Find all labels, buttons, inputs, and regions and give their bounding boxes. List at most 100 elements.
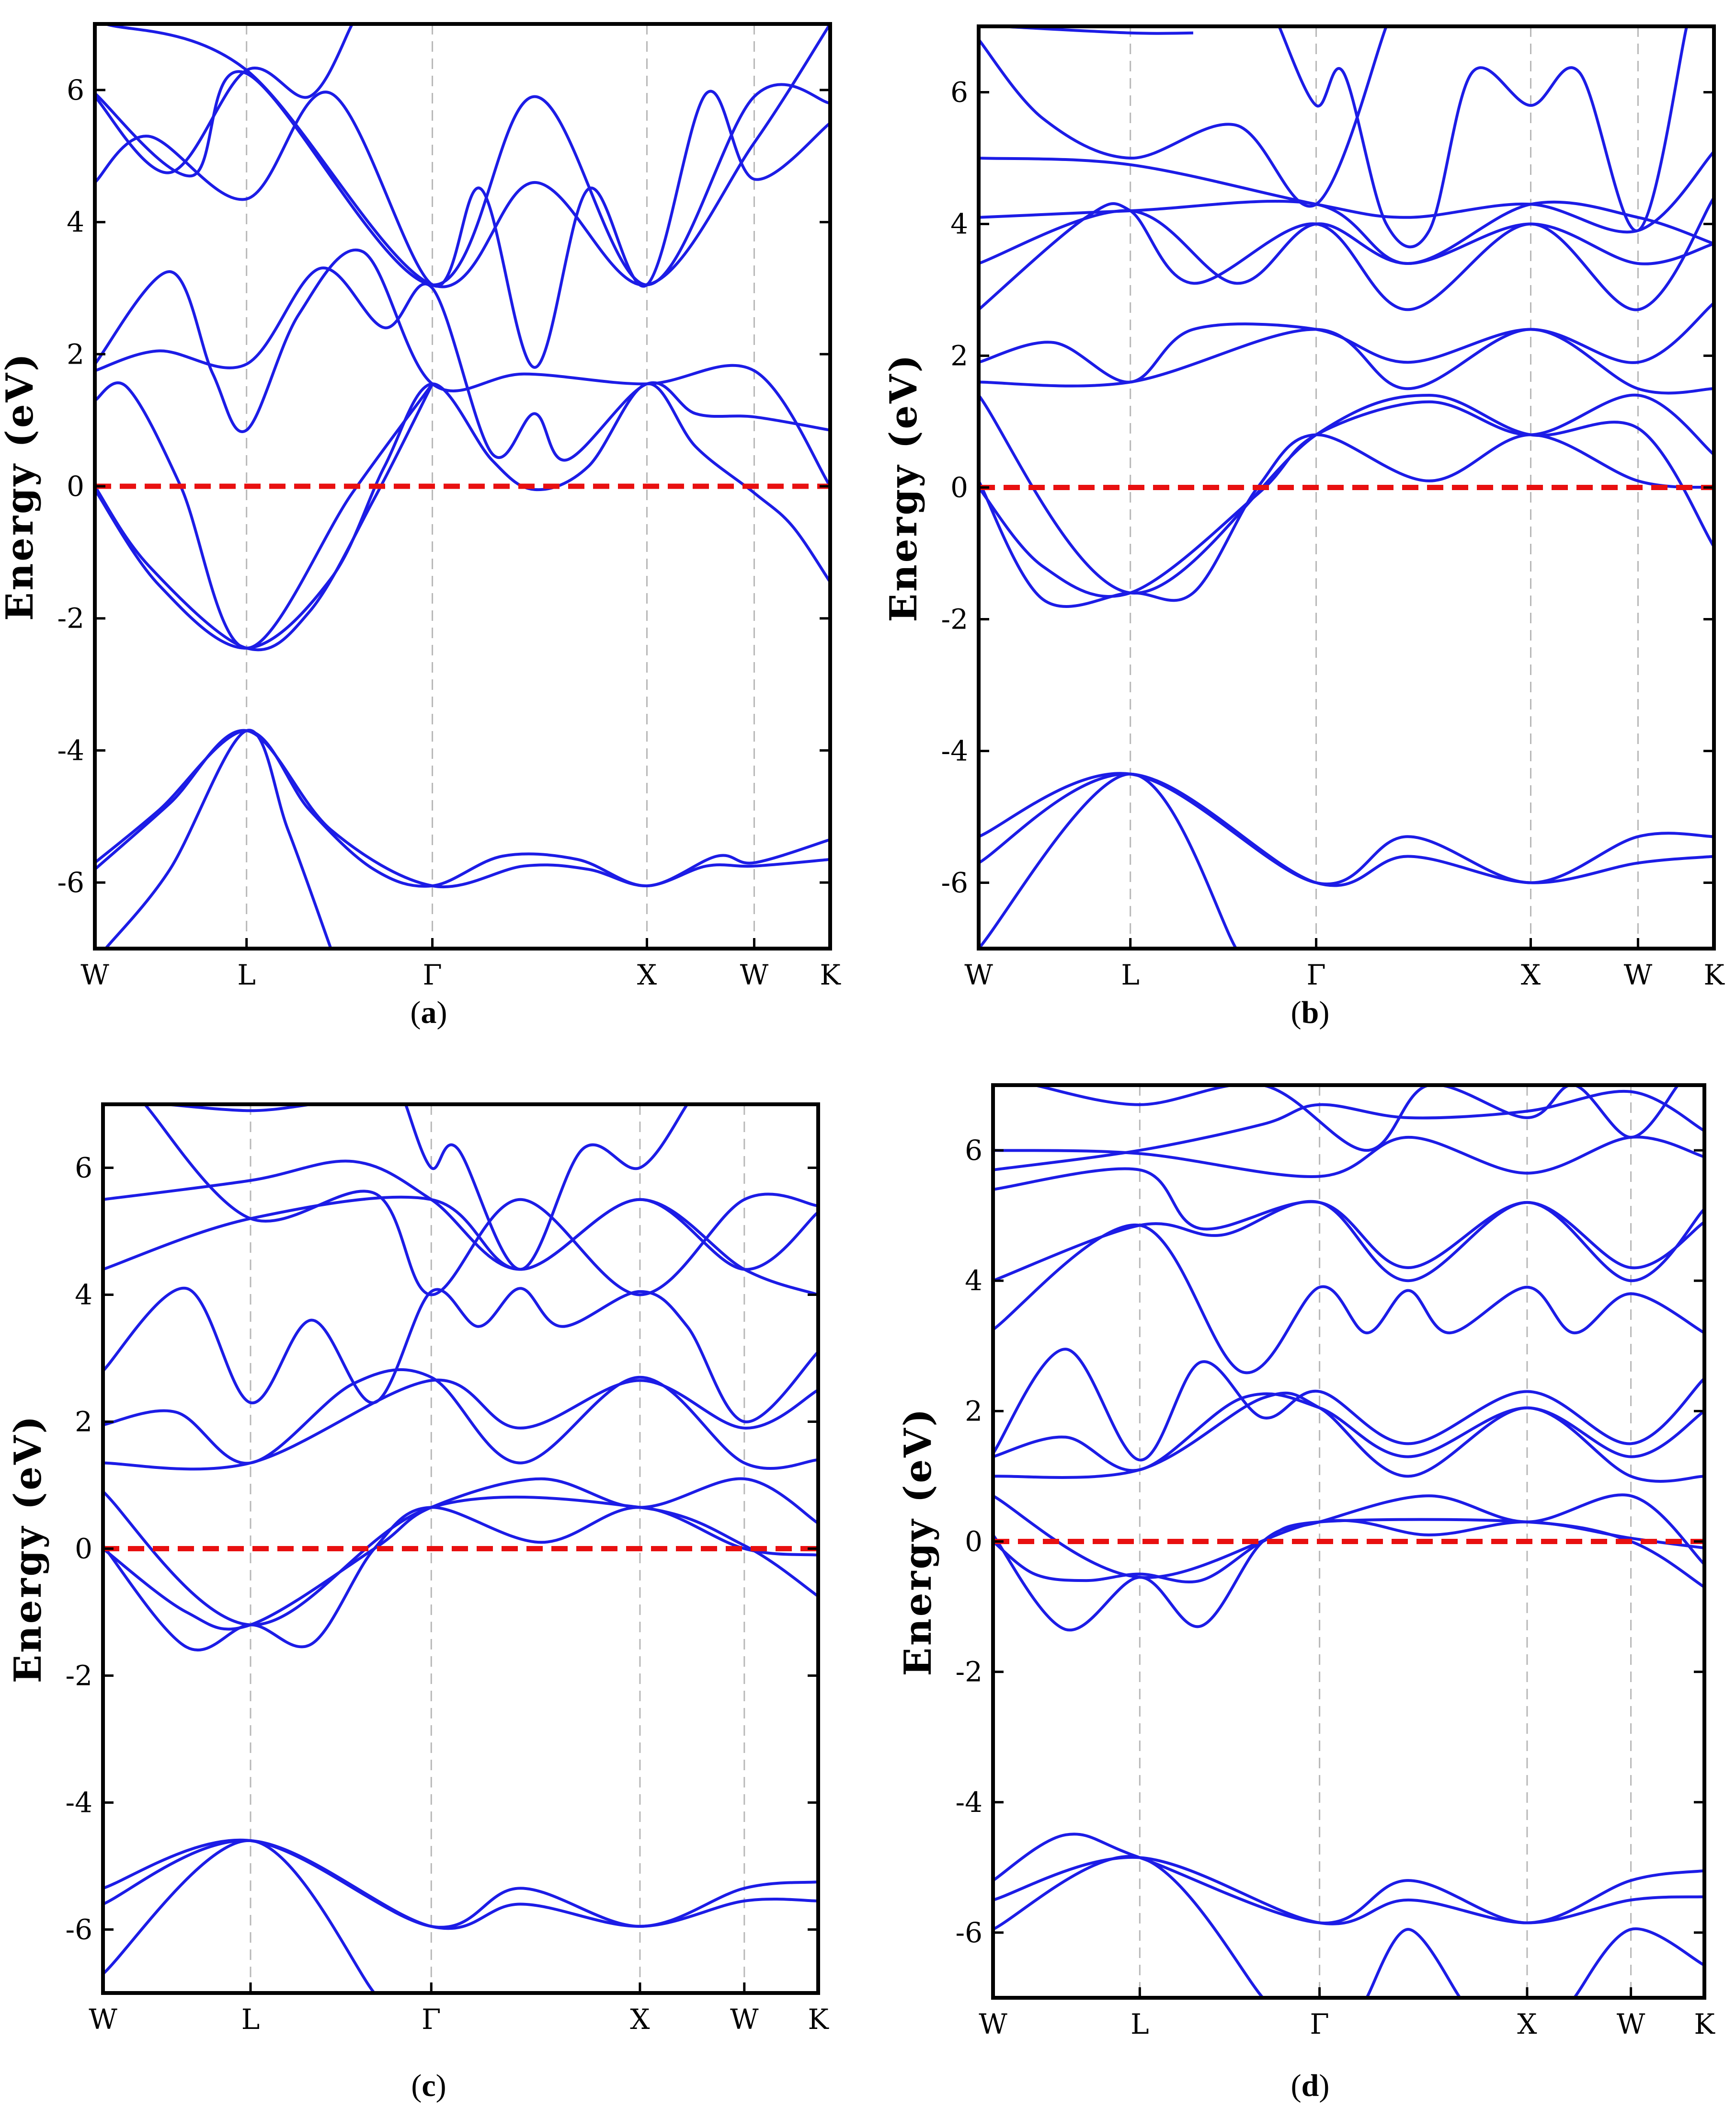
band-line-band6	[979, 394, 1714, 595]
panel-caption: (d)	[1291, 2068, 1330, 2103]
ytick-label: -4	[57, 734, 85, 767]
xtick-label: Γ	[422, 2003, 441, 2036]
ytick-label: 0	[965, 1525, 982, 1558]
band-line-band8	[993, 1494, 1704, 1579]
band-line-band12	[993, 1223, 1704, 1374]
panel-caption: (a)	[411, 995, 447, 1030]
xtick-label: W	[1617, 2008, 1645, 2040]
ytick-label: 2	[950, 340, 968, 372]
panel-c: -6 -4 -2 0 2 4 6 W L Γ X W K Energy (eV) (c)	[6, 1102, 829, 2103]
band-line-band14	[404, 1104, 689, 1271]
band-line-band2	[993, 1856, 1704, 1925]
band-line-band9	[103, 1287, 818, 1423]
xtick-label: W	[979, 2008, 1007, 2040]
ylabel: Energy (eV)	[882, 353, 925, 622]
ylabel: Energy (eV)	[0, 352, 42, 621]
ytick-label: -4	[956, 1786, 983, 1819]
ytick-label: 4	[67, 206, 84, 239]
band-line-band8	[103, 1378, 818, 1471]
band-line-band14	[993, 1167, 1704, 1270]
ytick-label: 4	[950, 208, 968, 241]
band-line-band5	[1573, 1927, 1704, 1998]
xtick-label: K	[808, 2003, 829, 2036]
band-line-band6	[993, 1518, 1704, 1589]
panel-a: -6 -4 -2 0 2 4 6 W L Γ X W K Energy (eV) (a)	[0, 22, 841, 1030]
bands	[979, 26, 1714, 949]
band-line-band12	[143, 1104, 818, 1296]
band-line-band13	[979, 26, 1388, 208]
ytick-label: -6	[57, 866, 85, 899]
ytick-label: 2	[67, 338, 84, 370]
band-line-band3	[979, 772, 1238, 949]
xtick-label: Γ	[1310, 2008, 1329, 2040]
ytick-label: 4	[965, 1264, 982, 1297]
ytick-label: -6	[941, 867, 969, 899]
band-line-band9	[993, 1391, 1704, 1483]
band-line-band2	[103, 1839, 818, 1930]
xtick-label: L	[237, 959, 256, 991]
ytick-label: 6	[950, 76, 968, 109]
ytick-label: -6	[66, 1913, 93, 1946]
ylabel: Energy (eV)	[896, 1407, 940, 1676]
ytick-label: -2	[956, 1656, 983, 1688]
ylabel: Energy (eV)	[6, 1414, 50, 1684]
xtick-label: K	[820, 959, 841, 991]
band-line-band10	[993, 1392, 1704, 1472]
band-line-band15	[993, 1135, 1704, 1178]
band-line-band6	[103, 1490, 818, 1626]
band-line-band7	[95, 266, 830, 462]
band-line-band11	[95, 70, 830, 286]
xtick-label: X	[630, 2003, 650, 2036]
xtick-label: W	[964, 959, 993, 991]
xtick-label: Γ	[423, 959, 442, 991]
xtick-label: W	[740, 959, 769, 991]
xtick-label: W	[80, 959, 109, 991]
ytick-label: -4	[66, 1787, 93, 1819]
ytick-label: 2	[75, 1406, 92, 1438]
band-line-band2	[95, 729, 830, 888]
band-line-band11	[979, 200, 1714, 265]
ytick-label: 6	[67, 74, 84, 106]
band-line-band7	[979, 302, 1714, 384]
band-line-band9	[979, 196, 1714, 311]
band-line-band7	[993, 1493, 1704, 1632]
band-line-band10	[95, 24, 354, 174]
xtick-label: X	[637, 959, 657, 991]
panel-b: -6 -4 -2 0 2 4 6 W L Γ X W K Energy (eV) (b)	[882, 24, 1725, 1030]
ytick-label: 0	[75, 1533, 92, 1565]
band-line-band4	[103, 1506, 818, 1652]
xtick-label: W	[89, 2003, 117, 2036]
band-line-band7	[103, 1368, 818, 1470]
band-line-band4	[1365, 1928, 1462, 1998]
band-line-band8	[95, 248, 830, 487]
band-line-band16	[993, 1089, 1704, 1171]
band-line-band3	[103, 1839, 376, 1993]
band-line-band6	[95, 381, 434, 650]
band-line-band17	[1034, 1085, 1679, 1152]
ytick-label: -2	[57, 602, 85, 635]
ytick-label: -2	[941, 603, 969, 636]
ytick-label: 0	[67, 470, 84, 503]
band-line-band8	[979, 328, 1714, 395]
ytick-label: 6	[965, 1134, 982, 1167]
band-line-band15	[1278, 26, 1689, 249]
band-line-band5	[95, 383, 434, 652]
band-line-band1	[103, 1838, 818, 1929]
ytick-label: -2	[66, 1660, 93, 1692]
band-line-band3	[993, 1855, 1264, 1998]
panel-caption: (c)	[411, 2068, 446, 2103]
ytick-label: 0	[950, 471, 968, 504]
bands	[95, 24, 830, 949]
xtick-label: W	[1624, 959, 1653, 991]
xtick-label: Γ	[1306, 959, 1325, 991]
band-line-band4	[95, 382, 830, 650]
xtick-label: X	[1517, 2008, 1537, 2040]
panel-caption: (b)	[1291, 995, 1330, 1030]
band-line-band1	[993, 1833, 1704, 1924]
panel-d: -6 -4 -2 0 2 4 6 W L Γ X W K Energy (eV) (d)	[896, 1083, 1715, 2103]
band-line-band11	[993, 1348, 1704, 1462]
xtick-label: L	[241, 2003, 260, 2036]
xtick-label: W	[730, 2003, 759, 2036]
xtick-label: K	[1703, 959, 1725, 991]
